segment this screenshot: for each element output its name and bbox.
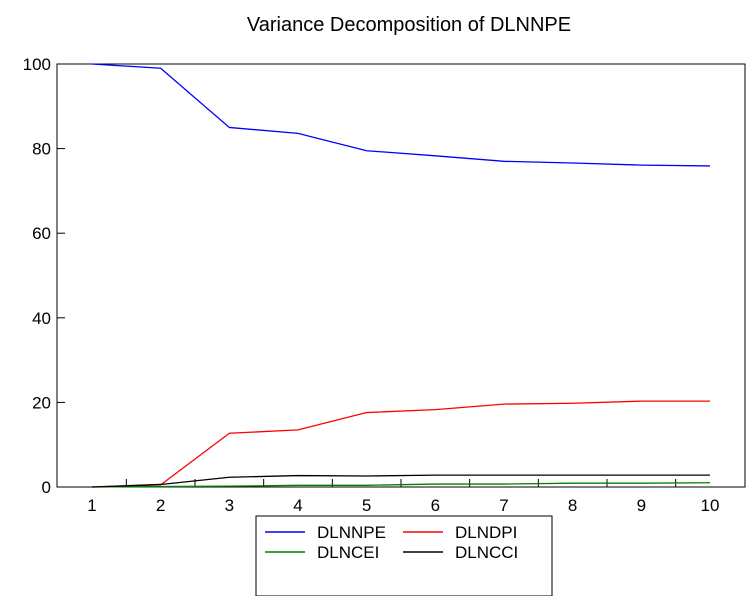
legend-label-dlndpi: DLNDPI	[455, 523, 517, 542]
series-line-dlnnpe	[91, 63, 711, 167]
legend-label-dlncci: DLNCCI	[455, 543, 518, 562]
legend-label-dlncei: DLNCEI	[317, 543, 379, 562]
legend-label-dlnnpe: DLNNPE	[317, 523, 386, 542]
legend-box	[255, 515, 553, 596]
x-tick-label: 9	[637, 496, 646, 515]
x-tick-label: 5	[362, 496, 371, 515]
x-tick-label: 6	[431, 496, 440, 515]
y-tick-label: 100	[23, 55, 51, 74]
series-line-dlncei	[91, 482, 711, 488]
x-tick-label: 10	[701, 496, 720, 515]
x-tick-label: 7	[499, 496, 508, 515]
y-tick-label: 0	[42, 478, 51, 497]
x-tick-label: 3	[225, 496, 234, 515]
series-line-dlndpi	[91, 400, 710, 488]
x-tick-label: 2	[156, 496, 165, 515]
series-lines	[91, 63, 711, 488]
plot-frame	[56, 63, 746, 488]
y-tick-label: 40	[32, 309, 51, 328]
y-axis: 0 20 40 60 80 100	[23, 55, 65, 497]
y-tick-label: 80	[32, 140, 51, 159]
x-tick-label: 1	[87, 496, 96, 515]
x-tick-label: 4	[293, 496, 302, 515]
x-tick-label: 8	[568, 496, 577, 515]
y-tick-label: 60	[32, 224, 51, 243]
y-tick-label: 20	[32, 393, 51, 412]
series-line-dlncci	[91, 474, 710, 488]
legend: DLNNPE DLNDPI DLNCEI DLNCCI	[255, 515, 553, 596]
chart-title: Variance Decomposition of DLNNPE	[247, 14, 571, 36]
